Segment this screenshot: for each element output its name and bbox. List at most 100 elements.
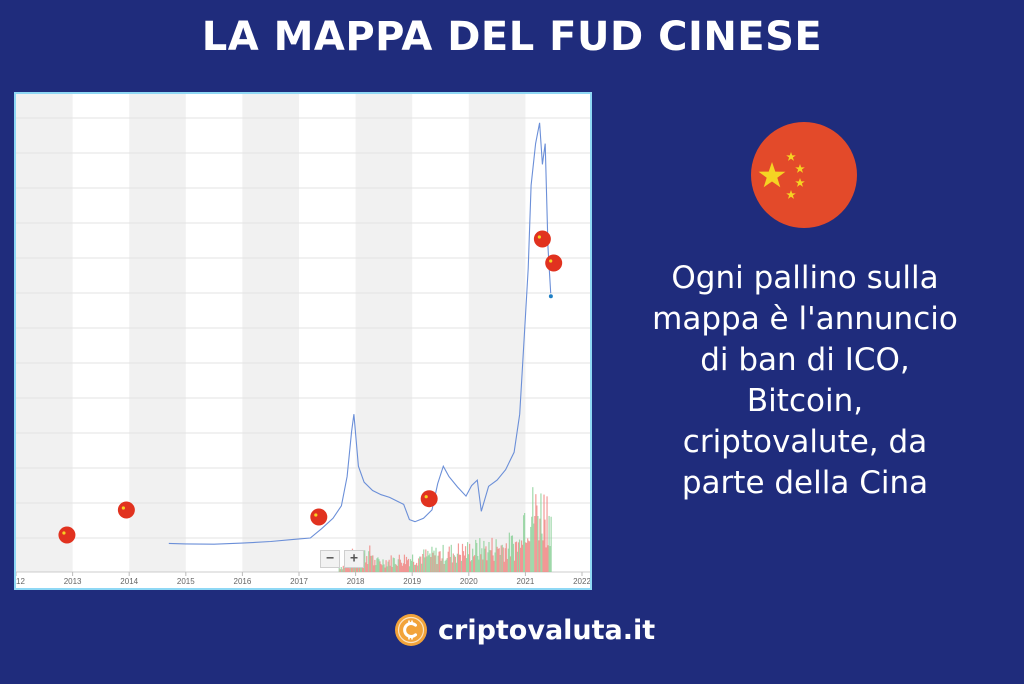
volume-bar <box>488 542 490 572</box>
volume-bar <box>473 556 475 572</box>
volume-bar <box>392 557 394 572</box>
volume-bar <box>482 559 484 572</box>
china-flag-icon <box>751 122 857 228</box>
volume-bar <box>514 542 517 572</box>
volume-bar <box>423 549 425 572</box>
volume-bar <box>376 558 378 572</box>
volume-bar <box>479 538 481 572</box>
chart-svg: 2012 2013 2014 2015 2016 2017 2018 2019 2020 2021… <box>16 94 590 586</box>
volume-bar <box>535 494 537 572</box>
volume-bar <box>418 558 420 572</box>
volume-bar <box>438 551 440 572</box>
zoom-in-button[interactable]: + <box>344 550 364 568</box>
volume-bar <box>476 542 478 572</box>
volume-bar <box>440 560 442 572</box>
volume-bar <box>346 564 348 572</box>
volume-bar <box>487 552 489 572</box>
volume-bar <box>454 556 456 572</box>
volume-bar <box>459 554 462 572</box>
volume-bar <box>524 512 526 572</box>
volume-bar <box>367 564 369 572</box>
ban-event-dot <box>117 501 135 519</box>
volume-bar <box>518 539 521 572</box>
ban-dot-circle <box>545 254 563 272</box>
ban-event-dots <box>58 230 563 544</box>
volume-bar <box>461 543 464 572</box>
volume-bar <box>532 487 534 572</box>
volume-bar <box>435 547 437 572</box>
volume-bar <box>534 516 536 572</box>
x-tick-label: 2015 <box>177 577 195 586</box>
volume-bar <box>372 555 374 572</box>
page-title: LA MAPPA DEL FUD CINESE <box>201 14 823 60</box>
zoom-out-button[interactable]: − <box>320 550 340 568</box>
volume-bar <box>425 549 427 572</box>
volume-bar <box>453 555 455 572</box>
volume-bar <box>382 559 384 572</box>
volume-bar <box>484 548 486 572</box>
x-tick-label: 2022 <box>573 577 590 586</box>
volume-bar <box>529 541 531 572</box>
brand: criptovaluta.it <box>394 612 655 648</box>
volume-bar <box>417 565 419 572</box>
volume-bar <box>343 567 345 572</box>
volume-bar <box>537 516 539 572</box>
volume-bar <box>503 561 505 572</box>
ban-dot-circle <box>310 508 328 526</box>
volume-bar <box>536 505 538 572</box>
volume-bar <box>389 565 391 572</box>
volume-bar <box>390 555 392 572</box>
volume-bar <box>348 568 351 572</box>
volume-bar <box>399 559 401 572</box>
volume-bar <box>527 538 529 572</box>
x-tick-label: 2012 <box>16 577 25 586</box>
volume-bar <box>377 557 379 572</box>
volume-bar <box>509 556 511 572</box>
brand-name: criptovaluta.it <box>438 614 656 646</box>
volume-bar <box>405 556 408 572</box>
volume-bar <box>422 553 424 572</box>
volume-bar <box>478 559 480 572</box>
volume-bar <box>410 560 413 572</box>
volume-bar <box>411 554 414 572</box>
ban-event-dot <box>533 230 551 248</box>
volume-bar <box>384 567 386 572</box>
volume-bar <box>508 532 510 572</box>
x-axis-ticks: 2012 2013 2014 2015 2016 2017 2018 2019 2020 2021… <box>16 572 590 586</box>
volume-bar <box>507 548 509 572</box>
volume-bar <box>550 516 552 572</box>
volume-bar <box>439 551 441 572</box>
volume-bar <box>344 565 346 572</box>
volume-bar <box>379 561 381 572</box>
volume-bar <box>458 554 461 572</box>
volume-bar <box>408 566 411 572</box>
volume-bar <box>456 553 459 572</box>
volume-bar <box>474 555 476 572</box>
volume-bar <box>513 560 516 572</box>
volume-bar <box>470 561 472 572</box>
price-chart: 2012 2013 2014 2015 2016 2017 2018 2019 2020 2021… <box>14 92 592 590</box>
volume-bars <box>338 487 552 572</box>
volume-bar <box>530 526 532 572</box>
volume-bar <box>393 558 395 572</box>
volume-bar <box>406 560 409 572</box>
volume-bar <box>387 561 389 572</box>
volume-bar <box>419 556 421 572</box>
volume-bar <box>481 548 483 572</box>
volume-bar <box>505 543 507 572</box>
volume-bar <box>500 545 502 572</box>
x-tick-label: 2013 <box>64 577 82 586</box>
volume-bar <box>452 553 454 572</box>
volume-bar <box>517 542 520 572</box>
volume-bar <box>485 546 487 572</box>
volume-bar <box>341 569 343 572</box>
volume-bar <box>520 540 523 572</box>
volume-bar <box>469 543 471 572</box>
volume-bar <box>448 546 450 572</box>
ban-event-dot <box>420 490 438 508</box>
volume-bar <box>374 559 376 572</box>
volume-bar <box>499 554 501 572</box>
volume-bar <box>447 551 449 572</box>
volume-bar <box>407 558 410 572</box>
volume-bar <box>539 518 541 572</box>
